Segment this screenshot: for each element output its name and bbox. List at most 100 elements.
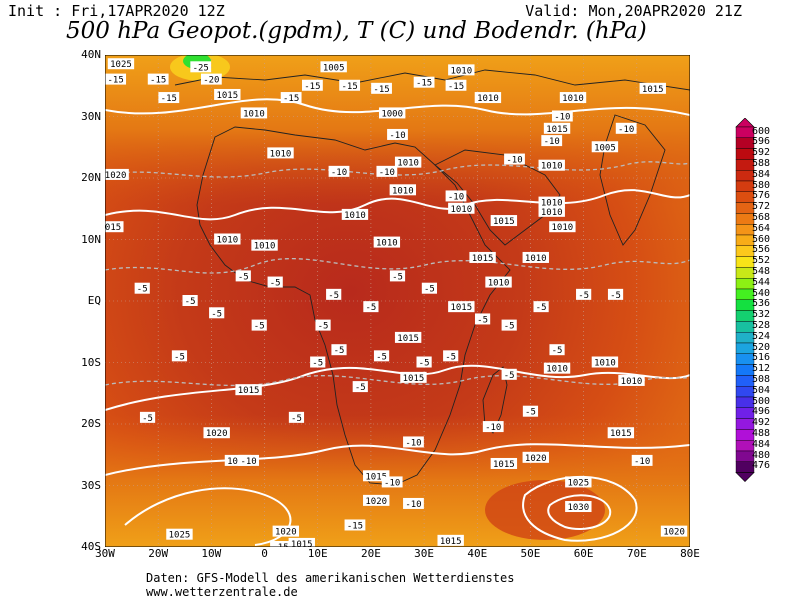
pressure-label: 1025 xyxy=(224,454,252,467)
pressure-label-box xyxy=(448,301,475,313)
pressure-label-text: 1015 xyxy=(546,125,568,135)
colorbar-label: 516 xyxy=(752,352,771,364)
pressure-label: 1010 xyxy=(618,374,645,387)
temperature-label: -5 xyxy=(533,301,549,313)
colorbar-label: 580 xyxy=(752,179,771,191)
temperature-label-box xyxy=(310,356,326,368)
temperature-label-text: -5 xyxy=(137,285,148,295)
pressure-label-box xyxy=(543,122,571,134)
pressure-label-text: 1010 xyxy=(546,365,568,375)
pressure-label: 1010 xyxy=(538,159,565,172)
temperature-label: -5 xyxy=(251,319,267,332)
pressure-label-box xyxy=(522,451,549,463)
pressure-label: 1005 xyxy=(591,141,619,153)
temperature-label: -5 xyxy=(522,405,539,418)
pressure-label-text: 1010 xyxy=(392,186,414,196)
website: www.wetterzentrale.de xyxy=(146,585,298,599)
pressure-label: 1015 xyxy=(469,251,496,264)
temperature-label-box xyxy=(551,110,573,122)
pressure-label-box xyxy=(448,202,475,214)
temperature-label: -15 xyxy=(371,82,392,95)
pressure-label-box xyxy=(565,501,592,513)
temperature-label: -5 xyxy=(389,270,406,282)
pressure-label-box xyxy=(639,82,666,94)
pressure-label: 1010 xyxy=(591,356,619,369)
temperature-label-text: -5 xyxy=(355,383,366,393)
pressure-label-text: 1020 xyxy=(275,528,297,538)
temperature-label: -15 xyxy=(158,92,180,104)
pressure-label-box xyxy=(105,168,129,180)
temperature-label-text: -15 xyxy=(150,76,166,86)
pressure-label-text: 1015 xyxy=(642,85,664,95)
temperature-label-text: -15 xyxy=(416,79,432,89)
temperature-label-text: -5 xyxy=(419,359,430,369)
temperature-label: -5 xyxy=(421,282,438,295)
temperature-label-box xyxy=(501,319,517,331)
pressure-label-box xyxy=(591,356,619,368)
temperature-label-text: -10 xyxy=(384,478,400,488)
colorbar-label: 548 xyxy=(752,265,771,277)
india-coast xyxy=(599,114,666,246)
colorbar-label: 568 xyxy=(752,211,771,223)
pressure-label-box xyxy=(437,534,464,546)
pressure-label-text: 1015 xyxy=(610,429,632,439)
temperature-label-text: -10 xyxy=(485,423,501,433)
temperature-label-text: -10 xyxy=(448,192,464,202)
pressure-label-box xyxy=(240,107,268,119)
temperature-label-text: -5 xyxy=(610,291,621,301)
temperature-label-box xyxy=(504,153,525,165)
colorbar-label: 584 xyxy=(752,168,771,180)
pressure-label: 1020 xyxy=(660,525,688,538)
pressure-label-box xyxy=(363,494,390,506)
pressure-label-box xyxy=(107,58,135,70)
pressure-label-text: 1015 xyxy=(440,537,462,547)
pressure-label-text: 1025 xyxy=(567,478,589,488)
pressure-label-text: 1020 xyxy=(525,454,547,464)
temperature-label-text: -10 xyxy=(389,131,405,141)
temperature-label: -10 xyxy=(387,128,408,141)
pressure-label-text: 1015 xyxy=(397,334,419,344)
temperature-label: -5 xyxy=(607,288,624,301)
temperature-label-box xyxy=(501,368,517,380)
temperature-label: -5 xyxy=(326,288,342,301)
colorbar-label: 496 xyxy=(752,406,771,418)
pressure-label: 1010 xyxy=(251,239,278,252)
temperature-label-box xyxy=(302,79,323,91)
temperature-label: -5 xyxy=(134,282,150,295)
pressure-label-box xyxy=(251,239,278,251)
temperature-label-box xyxy=(607,288,624,300)
colorbar-label: 588 xyxy=(752,157,771,169)
pressure-label: 1010 xyxy=(214,233,241,246)
pressure-label-box xyxy=(490,215,518,227)
temperature-label: -10 xyxy=(376,165,398,178)
pressure-label: 1015 xyxy=(490,215,518,227)
colorbar-label: 556 xyxy=(752,244,771,256)
temperature-label: -5 xyxy=(549,344,565,356)
colorbar-label: 576 xyxy=(752,190,771,202)
pressure-label-text: 1015 xyxy=(403,374,425,384)
temperature-label-text: -5 xyxy=(536,303,547,313)
pressure-label-box xyxy=(549,221,576,233)
pressure-label: 1015 xyxy=(543,122,571,135)
temperature-label-text: -5 xyxy=(142,414,153,424)
temperature-label-box xyxy=(190,61,212,73)
pressure-label-box xyxy=(105,221,124,233)
pressure-label-text: 1010 xyxy=(594,359,616,369)
pressure-label: 1015 xyxy=(394,331,422,344)
pressure-label-text: 1010 xyxy=(541,199,563,209)
pressure-label-box xyxy=(214,88,241,100)
pressure-label-box xyxy=(272,525,300,537)
temperature-label: -5 xyxy=(310,356,326,369)
temperature-label-box xyxy=(576,288,592,300)
temperature-label-text: -5 xyxy=(312,359,323,369)
temperature-label: -15 xyxy=(413,76,435,89)
pressure-label-box xyxy=(565,476,592,488)
pressure-label-text: 1025 xyxy=(227,457,249,467)
temperature-label: -15 xyxy=(339,79,361,92)
pressure-label-box xyxy=(538,159,565,171)
pressure-label: 1020 xyxy=(272,525,300,538)
colorbar-label: 500 xyxy=(752,395,771,407)
temperature-label-text: -10 xyxy=(634,457,650,467)
colorbar-label: 552 xyxy=(752,255,771,267)
